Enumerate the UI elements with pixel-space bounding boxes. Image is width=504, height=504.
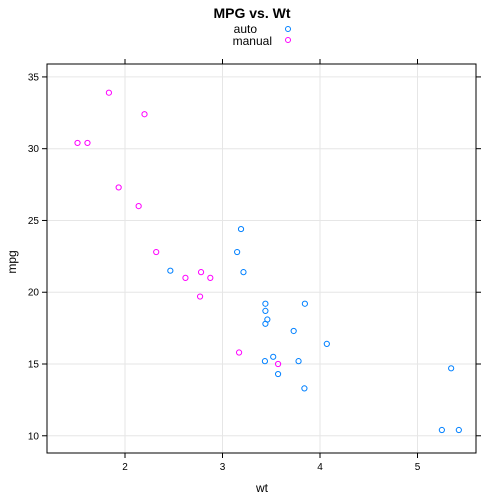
y-tick-label: 10 (28, 431, 40, 442)
data-point-auto (167, 267, 174, 274)
data-point-manual (105, 89, 113, 96)
data-point-manual (141, 111, 148, 118)
data-point-auto (290, 327, 297, 335)
data-point-auto (301, 300, 308, 307)
y-tick-label: 25 (28, 216, 40, 227)
y-tick-label: 20 (28, 288, 40, 299)
y-axis-label: mpg (5, 250, 19, 273)
legend: auto manual (233, 22, 291, 48)
data-point-manual (153, 248, 160, 256)
y-tick-label: 35 (28, 72, 40, 83)
data-point-auto (262, 307, 269, 314)
data-point-auto (455, 426, 462, 434)
data-point-auto (270, 353, 277, 360)
data-point-auto (448, 365, 455, 372)
data-point-auto (301, 385, 308, 392)
data-points (74, 89, 462, 434)
data-point-auto (237, 225, 245, 233)
data-point-auto (261, 358, 269, 365)
x-tick-label: 5 (415, 462, 421, 473)
data-point-auto (234, 248, 241, 256)
data-point-manual (74, 139, 81, 147)
data-point-manual (196, 293, 204, 300)
x-tick-label: 4 (317, 462, 323, 473)
chart-title: MPG vs. Wt (213, 5, 290, 21)
y-tick-label: 15 (28, 360, 40, 371)
legend-label-auto: auto (234, 22, 258, 36)
data-point-auto (438, 426, 445, 434)
y-tick-label: 30 (28, 144, 40, 155)
axis-ticks (42, 59, 481, 458)
data-point-auto (262, 300, 269, 307)
data-point-auto (295, 358, 302, 365)
data-point-manual (197, 269, 205, 276)
legend-marker-manual (285, 37, 291, 43)
data-point-manual (207, 274, 214, 281)
plot-panel (46, 63, 477, 454)
data-point-manual (182, 274, 189, 281)
data-point-manual (135, 203, 142, 210)
data-point-manual (235, 349, 243, 356)
data-point-auto (323, 340, 330, 348)
legend-label-manual: manual (233, 34, 272, 48)
x-tick-label: 3 (220, 462, 226, 473)
legend-marker-auto (285, 26, 291, 32)
gridlines (47, 64, 476, 453)
data-point-auto (240, 269, 247, 276)
axis-tick-labels: 2 3 4 5 10 15 20 25 30 35 (28, 72, 421, 473)
data-point-manual (115, 184, 122, 191)
x-tick-label: 2 (122, 462, 128, 473)
data-point-manual (84, 139, 91, 147)
data-point-manual (274, 360, 282, 368)
data-point-auto (274, 370, 282, 378)
x-axis-label: wt (255, 481, 269, 495)
data-point-auto (262, 320, 269, 327)
